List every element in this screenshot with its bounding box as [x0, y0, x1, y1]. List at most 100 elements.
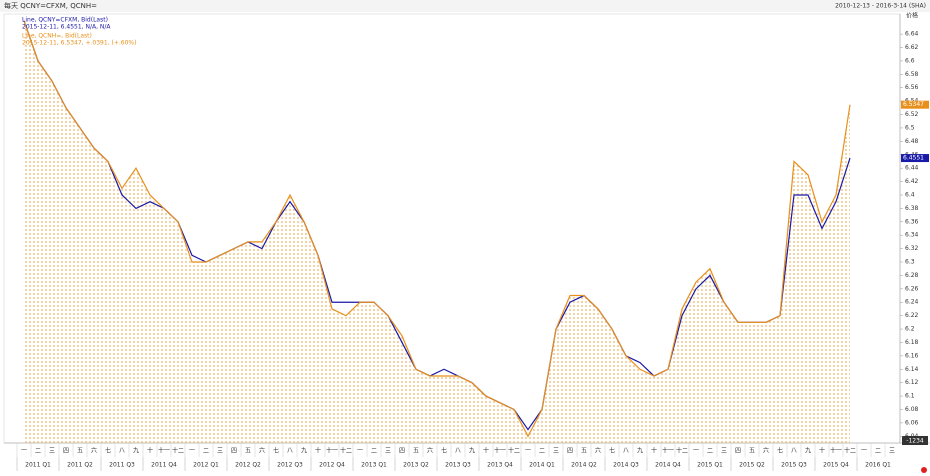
x-month-label: 三: [721, 448, 727, 455]
last-value-box: [901, 154, 929, 163]
x-month-label: 一: [357, 448, 363, 455]
y-tick-label: 6.22: [905, 312, 919, 319]
x-month-label: 十二: [676, 447, 688, 455]
x-month-label: 十一: [830, 447, 842, 455]
x-month-label: 五: [413, 448, 419, 455]
x-month-label: 十一: [494, 447, 506, 455]
x-quarter-label: 2011 Q1: [25, 462, 51, 469]
y-tick-label: 6.52: [905, 111, 919, 118]
y-tick-label: 6.04: [905, 433, 919, 440]
x-month-label: 六: [427, 447, 433, 455]
x-month-label: 六: [595, 447, 601, 455]
x-month-label: 十一: [662, 447, 674, 455]
x-month-label: 二: [35, 448, 41, 455]
y-tick-label: 6.08: [905, 406, 919, 413]
x-month-label: 十: [819, 447, 825, 455]
x-month-label: 一: [525, 448, 531, 455]
x-quarter-label: 2015 Q4: [823, 462, 849, 469]
y-tick-label: 6.2: [905, 326, 915, 333]
x-month-label: 十二: [508, 447, 520, 455]
x-month-label: 七: [441, 447, 447, 455]
x-month-label: 十: [147, 447, 153, 455]
x-quarter-label: 2012 Q4: [319, 462, 345, 469]
y-tick-label: 6.28: [905, 272, 919, 279]
x-month-label: 八: [455, 448, 461, 455]
y-tick-label: 6.3: [905, 259, 915, 266]
y-tick-label: 6.34: [905, 232, 919, 239]
x-month-label: 二: [707, 448, 713, 455]
x-month-label: 十二: [340, 447, 352, 455]
y-tick-label: 6.5: [905, 124, 915, 131]
x-month-label: 九: [133, 447, 139, 455]
x-month-label: 二: [875, 448, 881, 455]
corner-tag-box: [902, 436, 928, 445]
y-tick-label: 6.16: [905, 352, 919, 359]
x-month-label: 一: [861, 448, 867, 455]
x-quarter-label: 2015 Q3: [781, 462, 807, 469]
x-month-label: 四: [63, 448, 69, 455]
x-quarter-label: 2015 Q2: [739, 462, 765, 469]
y-tick-label: 6.18: [905, 339, 919, 346]
x-quarter-label: 2013 Q3: [445, 462, 471, 469]
x-month-label: 九: [637, 447, 643, 455]
x-quarter-label: 2014 Q2: [571, 462, 597, 469]
x-month-label: 七: [273, 447, 279, 455]
y-tick-label: 6.6: [905, 57, 915, 64]
x-month-label: 三: [217, 448, 223, 455]
x-month-label: 八: [791, 448, 797, 455]
x-month-label: 六: [259, 447, 265, 455]
x-month-label: 六: [91, 447, 97, 455]
x-quarter-label: 2012 Q2: [235, 462, 261, 469]
y-tick-label: 6.24: [905, 299, 919, 306]
x-month-label: 十一: [158, 447, 170, 455]
y-tick-label: 6.32: [905, 245, 919, 252]
y-tick-label: 6.12: [905, 379, 919, 386]
corner-tag: -1234: [906, 438, 924, 445]
x-month-label: 一: [189, 448, 195, 455]
y-tick-label: 6.4: [905, 191, 915, 198]
y-tick-label: 6.64: [905, 31, 919, 38]
x-quarter-label: 2013 Q4: [487, 462, 513, 469]
x-month-label: 一: [693, 448, 699, 455]
x-quarter-label: 2015 Q1: [697, 462, 723, 469]
y-tick-label: 6.36: [905, 218, 919, 225]
x-quarter-label: 2014 Q3: [613, 462, 639, 469]
x-month-label: 十: [483, 447, 489, 455]
x-month-label: 九: [301, 447, 307, 455]
x-month-label: 七: [609, 447, 615, 455]
last-value-box: [901, 100, 929, 109]
y-tick-label: 6.62: [905, 44, 919, 51]
x-month-label: 五: [581, 448, 587, 455]
y-tick-label: 6.14: [905, 366, 919, 373]
x-month-label: 七: [777, 447, 783, 455]
x-month-label: 十二: [844, 447, 856, 455]
x-month-label: 五: [245, 448, 251, 455]
x-month-label: 一: [21, 448, 27, 455]
x-month-label: 二: [539, 448, 545, 455]
x-month-label: 九: [469, 447, 475, 455]
x-month-label: 四: [735, 448, 741, 455]
x-month-label: 十: [651, 447, 657, 455]
x-month-label: 二: [371, 448, 377, 455]
y-tick-label: 6.26: [905, 285, 919, 292]
x-quarter-label: 2014 Q4: [655, 462, 681, 469]
legend-label: Line, QCNY=CFXM, Bid(Last): [22, 17, 108, 24]
legend-detail: 2015-12-11, 6.5347, +.0391, (+.60%): [22, 40, 136, 47]
x-month-label: 三: [49, 448, 55, 455]
series-line: [23, 20, 851, 431]
chart-title: 每天 QCNY=CFXM, QCNH=: [4, 1, 97, 10]
date-range: 2010-12-13 - 2016-3-14 (SHA): [835, 3, 926, 10]
x-month-label: 三: [553, 448, 559, 455]
x-month-label: 九: [805, 447, 811, 455]
y-tick-label: 6.44: [905, 165, 919, 172]
x-month-label: 四: [399, 448, 405, 455]
plot-area: [23, 20, 851, 443]
x-quarter-label: 2013 Q2: [403, 462, 429, 469]
y-tick-label: 6.58: [905, 71, 919, 78]
y-axis-label: 价格: [906, 12, 918, 20]
x-quarter-label: 2011 Q2: [67, 462, 93, 469]
area-fill: [24, 20, 850, 443]
x-quarter-label: 2012 Q3: [277, 462, 303, 469]
y-tick-label: 6.48: [905, 138, 919, 145]
x-month-label: 八: [287, 448, 293, 455]
